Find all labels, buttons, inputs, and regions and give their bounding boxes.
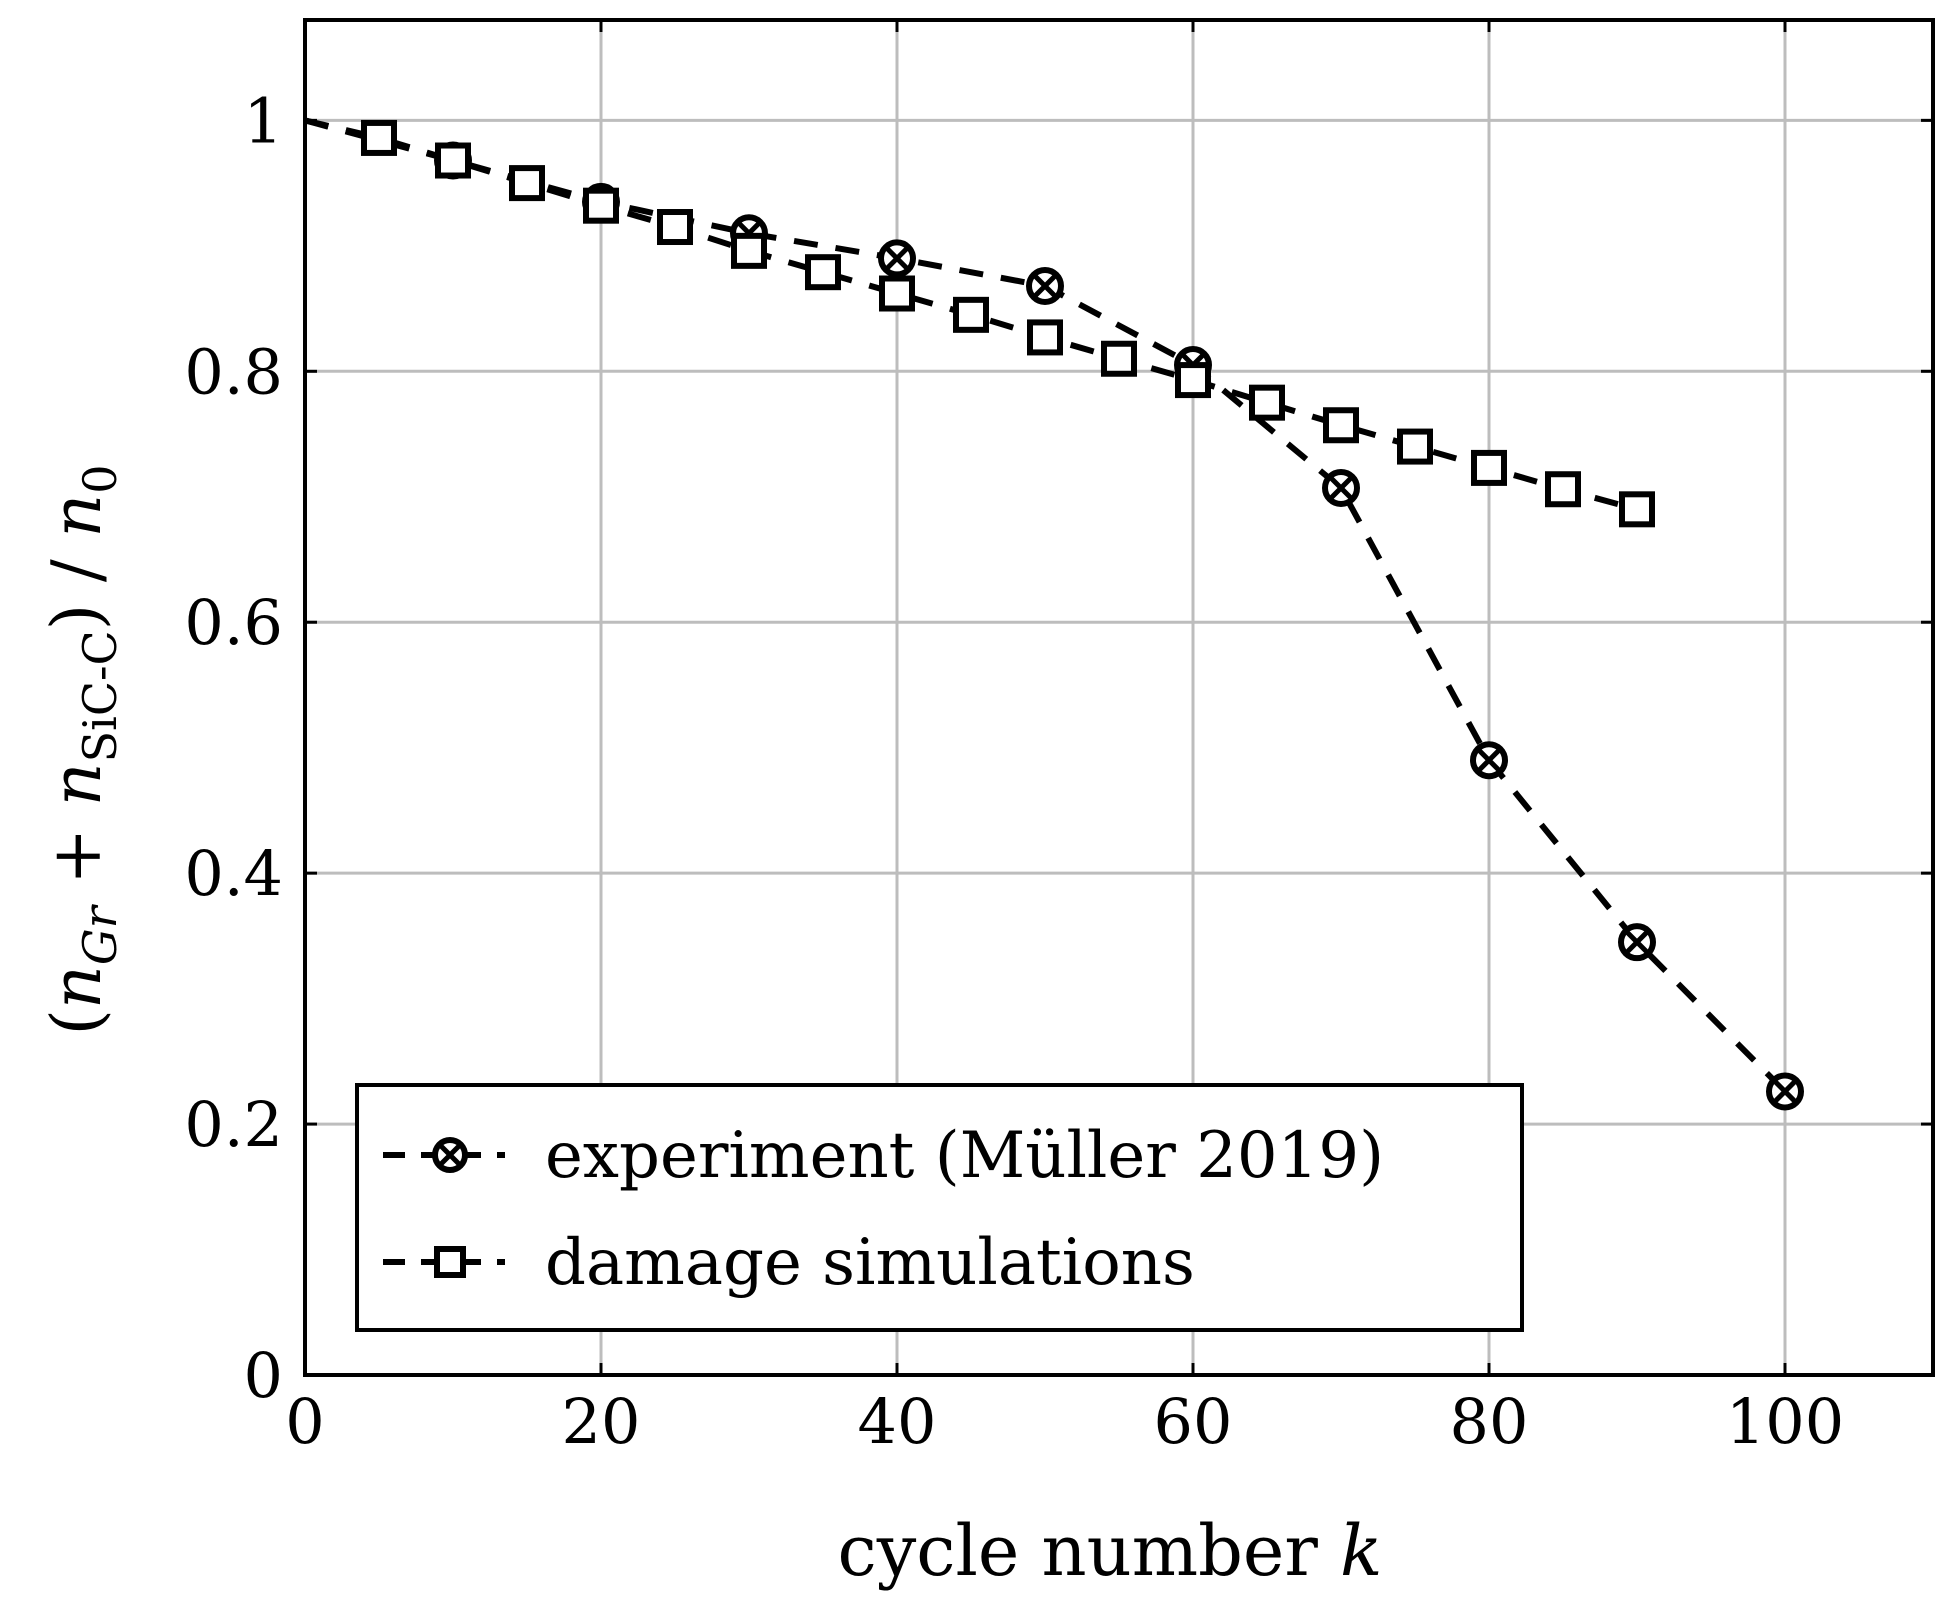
data-point xyxy=(1766,1072,1804,1111)
data-point-cross xyxy=(1328,475,1354,501)
data-point xyxy=(879,275,915,312)
data-point xyxy=(1323,407,1359,444)
tick-labels: 0 20 40 60 80 100 0 0.2 0.4 0.6 0.8 1 xyxy=(184,84,1844,1458)
y-tick-label: 0.4 xyxy=(184,837,283,910)
data-point xyxy=(361,119,397,156)
ylabel-sub1: Gr xyxy=(73,903,127,965)
ylabel-slash: / xyxy=(38,538,117,604)
x-tick-label: 20 xyxy=(562,1385,641,1458)
x-tick-label: 60 xyxy=(1154,1385,1233,1458)
data-point-cross xyxy=(1032,273,1058,299)
legend-entry-simulation: damage simulations xyxy=(383,1226,1195,1300)
legend-box xyxy=(355,1083,1524,1332)
legend-entry-experiment: experiment (Müller 2019) xyxy=(383,1119,1384,1193)
x-tick-label: 80 xyxy=(1450,1385,1529,1458)
data-point xyxy=(1545,471,1581,508)
x-tick-label: 100 xyxy=(1726,1385,1844,1458)
data-point xyxy=(1618,923,1656,962)
data-point xyxy=(657,209,693,246)
data-point-cross xyxy=(1772,1078,1798,1105)
data-point xyxy=(1619,491,1655,528)
data-point xyxy=(1026,266,1064,305)
plot-frame xyxy=(303,18,1935,1377)
x-axis-label: cycle number k xyxy=(838,1510,1383,1592)
series-0 xyxy=(304,117,1804,1111)
xlabel-text: cycle number xyxy=(838,1510,1341,1592)
legend-marker-experiment xyxy=(432,1137,468,1173)
data-point-cross xyxy=(1476,747,1502,773)
ylabel-n1: n xyxy=(38,965,117,1009)
series xyxy=(304,117,1804,1111)
legend: experiment (Müller 2019) damage simulati… xyxy=(355,1083,1524,1332)
legend-label-simulation: damage simulations xyxy=(545,1226,1195,1300)
ylabel-sub2: SiC-C xyxy=(73,630,127,762)
data-point xyxy=(1249,384,1285,421)
series-line-0 xyxy=(304,117,1788,1094)
ylabel-close: ) xyxy=(38,604,117,631)
data-point xyxy=(1470,741,1508,780)
xlabel-k: k xyxy=(1340,1510,1382,1592)
ylabel-open: ( xyxy=(38,1009,117,1036)
data-point xyxy=(509,165,545,202)
data-point xyxy=(1175,362,1211,399)
data-point xyxy=(1027,319,1063,356)
data-point xyxy=(1471,449,1507,486)
ylabel-n3: n xyxy=(38,494,117,538)
y-tick-label: 0 xyxy=(244,1339,283,1412)
data-point-cross xyxy=(884,245,910,272)
y-tick-label: 0.6 xyxy=(184,586,283,659)
data-point xyxy=(1101,340,1137,377)
ylabel-plus: + xyxy=(38,806,117,906)
data-point xyxy=(953,296,989,333)
y-tick-label: 0.8 xyxy=(184,335,283,408)
data-point xyxy=(1322,468,1360,507)
y-axis-label: (nGr + nSiC-C) / n0 xyxy=(38,464,127,1035)
data-point xyxy=(805,254,841,291)
data-point xyxy=(1397,428,1433,465)
data-point xyxy=(583,187,619,224)
data-point-cross xyxy=(1624,929,1650,955)
y-tick-label: 1 xyxy=(244,84,283,157)
x-tick-label: 0 xyxy=(285,1385,324,1458)
data-point xyxy=(731,232,767,269)
y-tick-label: 0.2 xyxy=(184,1088,283,1161)
ylabel-n2: n xyxy=(38,762,117,806)
x-tick-label: 40 xyxy=(858,1385,937,1458)
ylabel-sub3: 0 xyxy=(73,464,127,493)
legend-marker-simulation xyxy=(434,1246,466,1278)
data-point xyxy=(435,142,471,179)
legend-label-experiment: experiment (Müller 2019) xyxy=(545,1119,1384,1193)
data-point xyxy=(878,239,916,278)
series-1 xyxy=(304,117,1655,528)
